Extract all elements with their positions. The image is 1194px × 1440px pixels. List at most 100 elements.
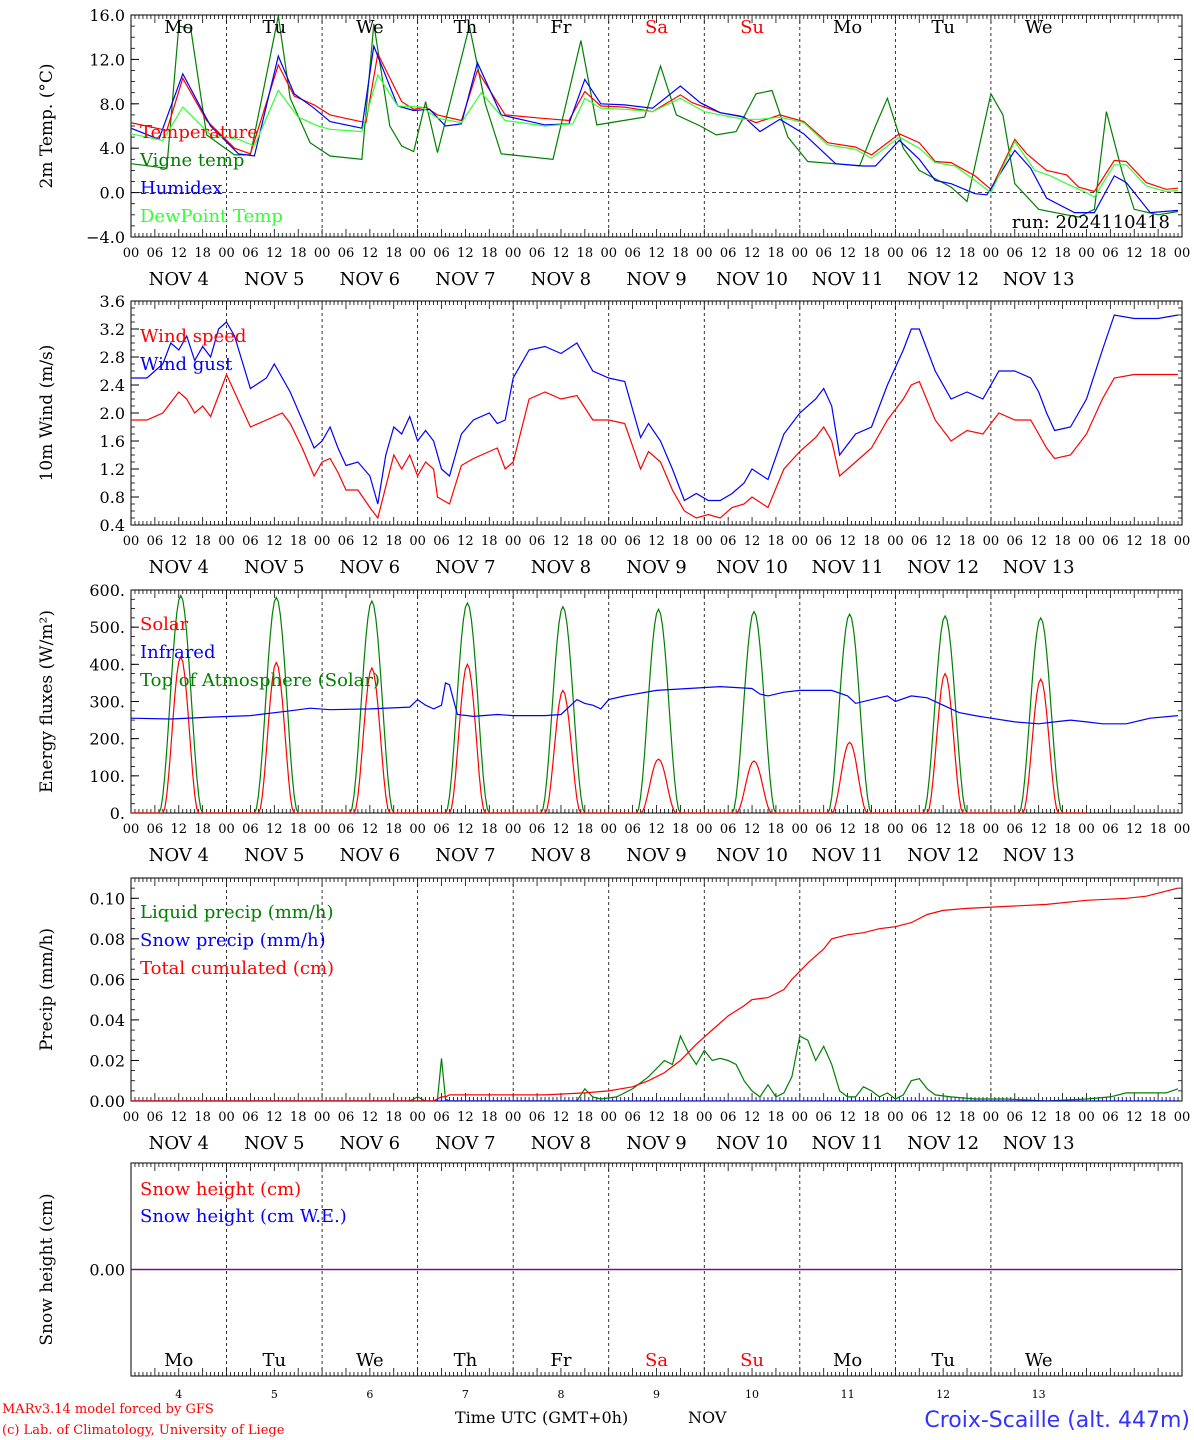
hour-label: 18 — [959, 822, 976, 837]
series-lines — [131, 887, 1179, 1101]
y-tick-label: 2.8 — [100, 348, 125, 367]
hour-label: 18 — [290, 822, 307, 837]
hour-label: 12 — [457, 534, 474, 549]
hour-label: 12 — [648, 534, 665, 549]
hour-label: 00 — [314, 246, 331, 261]
hour-label: 00 — [409, 822, 426, 837]
hour-label: 18 — [385, 246, 402, 261]
series-infrared — [131, 682, 1179, 725]
day-number-label: 7 — [462, 1388, 469, 1401]
hour-label: 00 — [696, 246, 713, 261]
date-label: NOV 11 — [812, 1133, 884, 1154]
legend-total-cumulated-cm: Total cumulated (cm) — [140, 958, 334, 979]
hour-label: 12 — [362, 1110, 379, 1125]
hour-label: 12 — [935, 246, 952, 261]
hour-label: 18 — [768, 1110, 785, 1125]
series-solar — [131, 655, 1087, 813]
hour-label: 00 — [696, 534, 713, 549]
series-wind-gust — [131, 314, 1179, 505]
hour-label: 00 — [314, 822, 331, 837]
hour-label: 00 — [1174, 1110, 1191, 1125]
day-number-label: 10 — [745, 1388, 759, 1401]
hour-label: 12 — [1126, 534, 1143, 549]
series-total-cumulated-cm — [131, 887, 1179, 1101]
hour-label: 12 — [648, 822, 665, 837]
y-tick-label: 16.0 — [89, 6, 125, 25]
hour-label: 06 — [242, 822, 259, 837]
hour-label: 18 — [481, 246, 498, 261]
hour-label: 12 — [648, 246, 665, 261]
date-label: NOV 11 — [812, 269, 884, 290]
weekday-label: Sa — [645, 1350, 668, 1371]
panel-1: −4.0 0.0 4.0 8.0 12.0 16.0 2m Temp. (°C) Temper… — [37, 6, 1190, 290]
y-tick-label: −4.0 — [86, 228, 125, 247]
hour-label: 12 — [648, 1110, 665, 1125]
date-label: NOV 8 — [531, 269, 591, 290]
hour-label: 06 — [338, 534, 355, 549]
legend-humidex: Humidex — [140, 178, 222, 199]
date-label: NOV 11 — [812, 845, 884, 866]
hour-label: 00 — [218, 1110, 235, 1125]
hour-label: 18 — [672, 534, 689, 549]
hour-label: 06 — [624, 246, 641, 261]
hour-label: 00 — [218, 822, 235, 837]
hour-label: 12 — [457, 1110, 474, 1125]
footer-lab-credit: (c) Lab. of Climatology, University of L… — [2, 1423, 285, 1438]
hour-label: 18 — [194, 822, 211, 837]
date-label: NOV 9 — [626, 1133, 686, 1154]
date-label: NOV 12 — [907, 269, 979, 290]
hour-label: 18 — [577, 1110, 594, 1125]
hour-label: 06 — [911, 246, 928, 261]
hour-label: 00 — [1078, 246, 1095, 261]
panel-3: 0. 100. 200. 300. 400. 500. 600. Energy fluxes … — [37, 581, 1190, 866]
hour-label: 18 — [768, 534, 785, 549]
weekday-label: Su — [740, 17, 764, 38]
hour-label: 18 — [1150, 534, 1167, 549]
date-label: NOV 9 — [626, 845, 686, 866]
hour-label: 00 — [792, 1110, 809, 1125]
hour-label: 06 — [1007, 822, 1024, 837]
hour-label: 06 — [1102, 822, 1119, 837]
y-tick-label: 2.4 — [100, 376, 125, 395]
date-label: NOV 8 — [531, 1133, 591, 1154]
hour-label: 12 — [935, 1110, 952, 1125]
legend-wind-speed: Wind speed — [140, 326, 246, 347]
date-label: NOV 8 — [531, 557, 591, 578]
legend-vigne-temp: Vigne temp — [139, 150, 244, 171]
day-number-label: 12 — [936, 1388, 950, 1401]
footer-model-credit: MARv3.14 model forced by GFS — [2, 1402, 214, 1417]
hour-label: 18 — [768, 822, 785, 837]
hour-label: 06 — [1102, 246, 1119, 261]
y-tick-label: 3.6 — [100, 292, 125, 311]
date-label: NOV 6 — [340, 845, 400, 866]
hour-label: 00 — [600, 1110, 617, 1125]
hour-label: 06 — [529, 1110, 546, 1125]
hour-label: 12 — [553, 246, 570, 261]
hour-label: 00 — [123, 1110, 140, 1125]
hour-label: 00 — [792, 246, 809, 261]
date-label: NOV 7 — [435, 845, 495, 866]
plot-frame — [130, 14, 1183, 238]
hour-label: 00 — [600, 534, 617, 549]
day-number-label: 4 — [175, 1388, 182, 1401]
legend-dewpoint-temp: DewPoint Temp — [140, 206, 283, 227]
date-label: NOV 10 — [716, 845, 788, 866]
hour-label: 00 — [983, 534, 1000, 549]
date-label: NOV 7 — [435, 269, 495, 290]
y-tick-label: 1.2 — [100, 460, 125, 479]
date-label: NOV 13 — [1003, 557, 1075, 578]
hour-label: 06 — [529, 822, 546, 837]
hour-label: 06 — [242, 534, 259, 549]
hour-label: 00 — [887, 246, 904, 261]
hour-label: 00 — [792, 822, 809, 837]
hour-label: 00 — [983, 246, 1000, 261]
hour-label: 18 — [1054, 246, 1071, 261]
hour-label: 00 — [792, 534, 809, 549]
hour-label: 18 — [385, 1110, 402, 1125]
hour-label: 06 — [433, 1110, 450, 1125]
weekday-label: We — [356, 17, 384, 38]
legend-infrared: Infrared — [140, 642, 215, 663]
date-label: NOV 10 — [716, 557, 788, 578]
date-label: NOV 13 — [1003, 1133, 1075, 1154]
hour-label: 00 — [1078, 534, 1095, 549]
